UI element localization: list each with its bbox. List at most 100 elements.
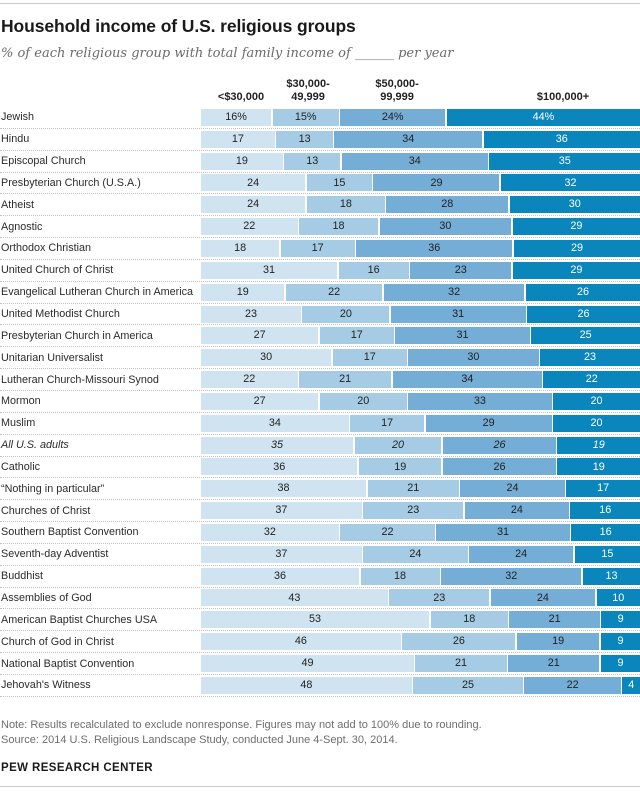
note-text: Note: Results recalculated to exclude no… [1, 718, 482, 731]
row-label: Churches of Christ [1, 504, 91, 517]
chart-row: Assemblies of God 43 23 24 10 [0, 588, 640, 610]
row-label: Agnostic [1, 220, 43, 233]
row-label: Orthodox Christian [1, 242, 92, 255]
bar-segment: 20 [354, 436, 442, 454]
bar-segment: 27 [201, 327, 319, 345]
chart-row: Southern Baptist Convention 32 22 31 16 [0, 522, 640, 544]
bar-segment: 30 [201, 349, 332, 367]
bar-segment: 29 [373, 174, 500, 192]
bar-segment: 19 [358, 458, 442, 476]
bar-segment: 20 [553, 414, 640, 432]
chart-subtitle: % of each religious group with total fam… [1, 46, 454, 61]
chart-row: “Nothing in particular” 38 21 24 17 [0, 478, 640, 501]
chart-row: Jewish 16% 15% 24% 44% [0, 107, 640, 129]
chart-row: National Baptist Convention 49 21 21 9 [0, 653, 640, 675]
stacked-bar: 49 21 21 9 [201, 655, 640, 673]
bar-segment: 9 [600, 633, 640, 651]
stacked-bar: 17 13 34 36 [201, 130, 640, 148]
column-headers: <$30,000 $30,000- 49,999 $50,000- 99,999… [201, 66, 631, 106]
bar-segment: 43 [201, 589, 388, 607]
bar-segment: 13 [284, 152, 341, 170]
bar-segment: 21 [509, 611, 600, 629]
bar-segment: 36 [483, 130, 640, 148]
bar-segment: 15 [574, 545, 640, 563]
chart-row: Lutheran Church-Missouri Synod 22 21 34 22 [0, 369, 640, 391]
bar-segment: 19 [557, 458, 640, 476]
bar-segment: 19 [557, 436, 640, 454]
chart-row: Churches of Christ 37 23 24 16 [0, 500, 640, 523]
bar-segment: 22 [524, 676, 621, 694]
row-label: Muslim [1, 417, 36, 430]
column-header-100k-plus: $100,000+ [536, 91, 590, 103]
bar-segment: 24 [201, 196, 306, 214]
bar-segment: 23 [540, 349, 640, 367]
chart-footer: Note: Results recalculated to exclude no… [0, 718, 640, 774]
bottom-rule [0, 785, 640, 787]
bar-segment: 18 [201, 239, 280, 257]
bar-segment: 13 [276, 130, 333, 148]
row-label: Seventh-day Adventist [1, 548, 109, 561]
bar-segment: 16 [570, 502, 640, 520]
row-label: Mormon [1, 395, 41, 408]
chart-row: Jehovah's Witness 48 25 22 4 [0, 675, 640, 697]
stacked-bar: 31 16 23 29 [201, 261, 640, 279]
row-label: American Baptist Churches USA [1, 613, 158, 626]
stacked-bar: 19 13 34 35 [201, 152, 640, 170]
stacked-bar: 38 21 24 17 [201, 480, 640, 498]
stacked-bar: 35 20 26 19 [201, 436, 640, 454]
bar-segment: 20 [319, 392, 407, 410]
chart-row: Presbyterian Church in America 27 17 31 25 [0, 325, 640, 348]
row-label: Unitarian Universalist [1, 351, 104, 364]
stacked-bar: 22 21 34 22 [201, 371, 640, 389]
bar-segment: 23 [389, 589, 490, 607]
bar-segment: 37 [201, 502, 362, 520]
bar-segment: 34 [201, 414, 349, 432]
bar-segment: 24 [460, 480, 565, 498]
bar-segment: 16 [338, 261, 409, 279]
bar-segment: 21 [415, 655, 507, 673]
chart-rows: Jewish 16% 15% 24% 44% Hindu 17 13 34 36 Episc… [0, 107, 640, 697]
row-label: United Methodist Church [1, 308, 120, 321]
chart-page: Household income of U.S. religious group… [0, 3, 640, 794]
bar-segment: 16% [201, 108, 272, 126]
row-label: National Baptist Convention [1, 657, 135, 670]
bar-segment: 25 [413, 676, 523, 694]
bar-segment: 24 [201, 174, 306, 192]
bar-segment: 36 [356, 239, 513, 257]
source-text: Source: 2014 U.S. Religious Landscape St… [1, 734, 398, 747]
bar-segment: 29 [512, 261, 640, 279]
row-label: Episcopal Church [1, 155, 86, 168]
bar-segment: 25 [531, 327, 640, 345]
bar-segment: 22 [340, 523, 435, 541]
bar-segment: 32 [383, 283, 525, 301]
bar-segment: 46 [201, 633, 401, 651]
bar-segment: 17 [201, 130, 275, 148]
bar-segment: 9 [601, 611, 640, 629]
row-label: Jehovah's Witness [1, 679, 91, 692]
bar-segment: 34 [341, 152, 488, 170]
bar-segment: 30 [509, 196, 640, 214]
stacked-bar: 53 18 21 9 [201, 611, 640, 629]
chart-row: Episcopal Church 19 13 34 35 [0, 151, 640, 173]
row-label: Church of God in Christ [1, 635, 114, 648]
stacked-bar: 24 15 29 32 [201, 174, 640, 192]
bar-segment: 28 [386, 196, 509, 214]
bar-segment: 33 [408, 392, 552, 410]
bar-segment: 23 [410, 261, 512, 279]
stacked-bar: 43 23 24 10 [201, 589, 640, 607]
chart-row: Atheist 24 18 28 30 [0, 194, 640, 217]
bar-segment: 22 [543, 371, 640, 389]
bar-segment: 36 [201, 567, 359, 585]
bar-segment: 35 [201, 436, 354, 454]
bar-segment: 16 [571, 523, 640, 541]
stacked-bar: 37 23 24 16 [201, 502, 640, 520]
bar-segment: 32 [201, 523, 339, 541]
row-label: All U.S. adults [1, 439, 69, 452]
chart-row: Muslim 34 17 29 20 [0, 413, 640, 435]
bar-segment: 26 [525, 283, 640, 301]
bar-segment: 19 [201, 283, 285, 301]
stacked-bar: 46 26 19 9 [201, 633, 640, 651]
bar-segment: 17 [332, 349, 407, 367]
bar-segment: 26 [442, 458, 556, 476]
row-label: Southern Baptist Convention [1, 526, 139, 539]
